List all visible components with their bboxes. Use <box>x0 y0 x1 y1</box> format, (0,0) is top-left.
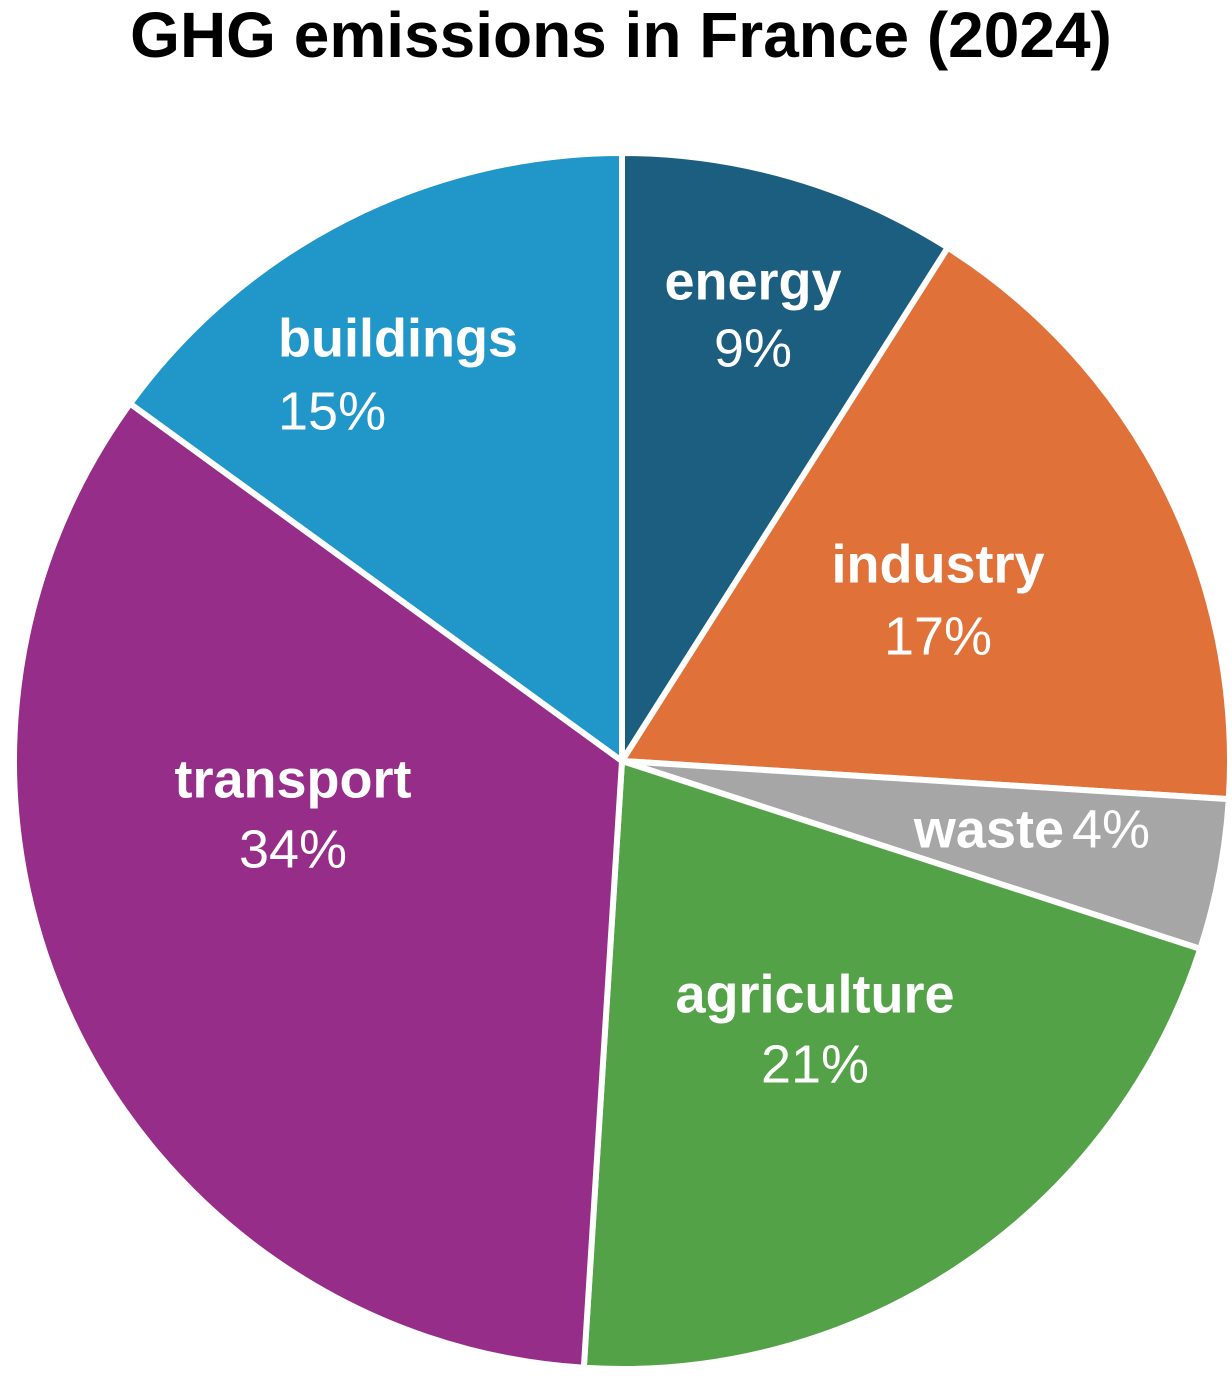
labels: energy 9% industry 17% waste 4% agriculture 21%… <box>174 251 1150 1094</box>
slice-name: transport <box>174 749 411 809</box>
slice-value: 4% <box>1072 799 1150 859</box>
slice <box>619 150 951 764</box>
slice-value: 17% <box>884 606 992 666</box>
slice <box>11 400 625 1371</box>
slice <box>127 150 625 764</box>
chart-title: GHG emissions in France (2024) <box>130 0 1112 71</box>
slice-name: agriculture <box>675 964 954 1024</box>
slice-name: buildings <box>278 308 518 368</box>
slice-value: 34% <box>239 819 347 879</box>
slice <box>619 244 1232 803</box>
slice-value: 9% <box>714 318 792 378</box>
slice-value: 15% <box>278 381 386 441</box>
slice-name: waste <box>913 799 1064 859</box>
slice-name: industry <box>831 534 1044 594</box>
pie <box>11 150 1232 1372</box>
slice-value: 21% <box>761 1034 869 1094</box>
slice <box>580 758 1204 1372</box>
slice-name: energy <box>664 251 841 311</box>
